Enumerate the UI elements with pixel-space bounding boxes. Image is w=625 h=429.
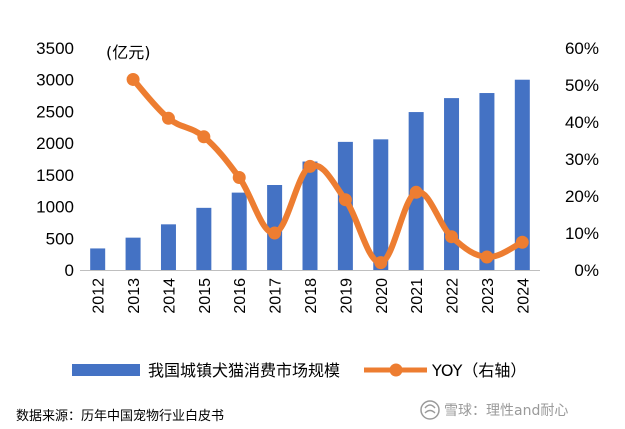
unit-label: (亿元) <box>106 43 151 62</box>
right-tick-label: 20% <box>565 187 599 206</box>
watermark-logo-icon <box>420 400 440 420</box>
legend-bar-label: 我国城镇犬猫消费市场规模 <box>148 361 340 380</box>
bar <box>479 93 495 270</box>
right-axis: 0% 10% 20% 30% 40% 50% 60% <box>565 39 599 280</box>
left-tick-label: 3500 <box>36 39 74 58</box>
legend-line-label: YOY（右轴） <box>431 361 526 380</box>
legend: 我国城镇犬猫消费市场规模 YOY（右轴） <box>72 361 526 380</box>
left-tick-label: 3000 <box>36 71 74 90</box>
yoy-point <box>409 185 423 199</box>
yoy-point <box>161 111 175 125</box>
yoy-point <box>303 159 317 173</box>
bar <box>373 139 389 270</box>
right-tick-label: 60% <box>565 39 599 58</box>
yoy-point <box>338 193 352 207</box>
x-tick-label: 2024 <box>515 278 532 314</box>
legend-bar-swatch <box>72 364 140 376</box>
bar <box>231 192 247 270</box>
left-tick-label: 1000 <box>36 198 74 217</box>
yoy-point <box>374 256 388 270</box>
yoy-point <box>126 72 140 86</box>
bar <box>125 237 141 270</box>
right-tick-label: 50% <box>565 76 599 95</box>
bar <box>302 161 318 270</box>
yoy-line-series <box>126 72 529 270</box>
x-tick-label: 2014 <box>161 278 178 314</box>
watermark: 雪球：理性and耐心 <box>420 400 568 420</box>
left-tick-label: 2000 <box>36 134 74 153</box>
x-tick-label: 2015 <box>197 278 214 314</box>
x-tick-label: 2020 <box>374 278 391 314</box>
right-tick-label: 0% <box>574 261 599 280</box>
x-axis: 2012 2013 2014 2015 2016 2017 2018 2019 2020 2021… <box>80 270 540 314</box>
yoy-point <box>480 250 494 264</box>
left-tick-label: 2500 <box>36 102 74 121</box>
right-tick-label: 10% <box>565 224 599 243</box>
yoy-point <box>232 171 246 184</box>
x-tick-label: 2022 <box>445 278 462 314</box>
yoy-point <box>515 235 529 249</box>
bar <box>514 79 530 270</box>
bar <box>160 224 176 270</box>
yoy-point <box>445 230 459 244</box>
right-tick-label: 30% <box>565 150 599 169</box>
right-tick-label: 40% <box>565 113 599 132</box>
left-axis: 0 500 1000 1500 2000 2500 3000 3500 <box>36 39 74 280</box>
x-tick-label: 2013 <box>126 278 143 314</box>
x-tick-label: 2019 <box>338 278 355 314</box>
yoy-line <box>130 76 526 266</box>
x-tick-label: 2017 <box>268 278 285 314</box>
left-tick-label: 1500 <box>36 166 74 185</box>
bar <box>90 248 106 270</box>
x-tick-label: 2021 <box>409 278 426 314</box>
source-note: 数据来源：历年中国宠物行业白皮书 <box>16 408 224 424</box>
bar <box>196 207 212 270</box>
x-tick-label: 2016 <box>232 278 249 314</box>
legend-line-marker <box>389 363 403 377</box>
watermark-text: 雪球：理性and耐心 <box>444 403 568 419</box>
left-tick-label: 500 <box>46 229 74 248</box>
yoy-point <box>268 226 282 240</box>
x-tick-label: 2018 <box>303 278 320 314</box>
bar-series <box>90 79 530 270</box>
yoy-point <box>197 130 211 144</box>
left-tick-label: 0 <box>65 261 74 280</box>
x-tick-label: 2023 <box>480 278 497 314</box>
x-tick-label: 2012 <box>91 278 108 314</box>
